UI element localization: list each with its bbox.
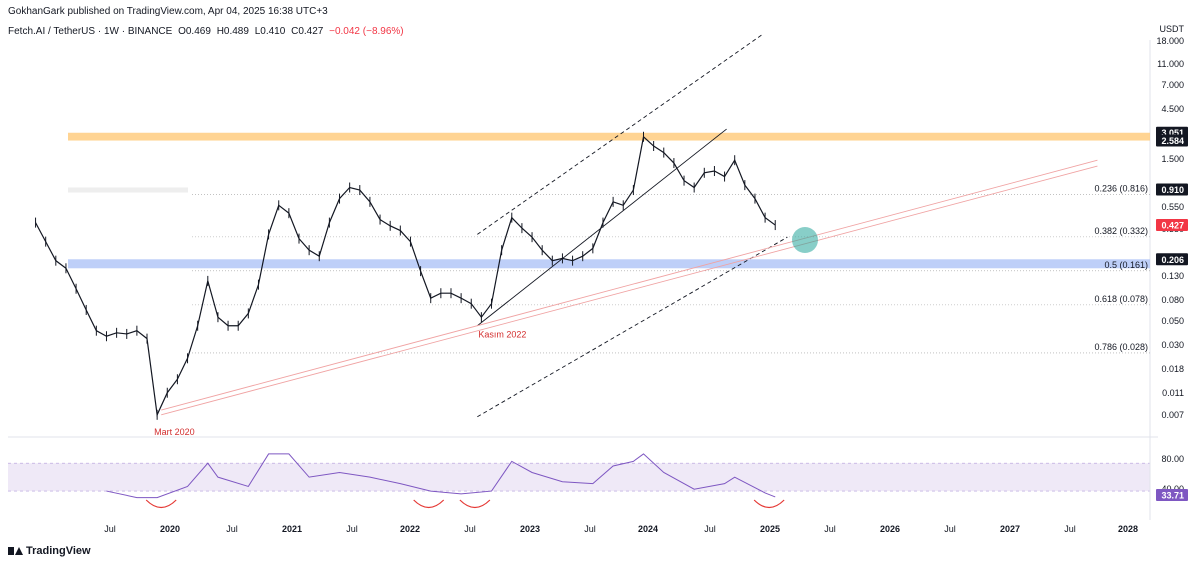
fib-label-4: 0.786 (0.028) [1094, 342, 1148, 352]
x-tick-16: Jul [1064, 524, 1076, 534]
oscillator-band [8, 463, 1150, 492]
x-tick-0: Jul [104, 524, 116, 534]
symbol-info: Fetch.AI / TetherUS · 1W · BINANCE O0.46… [8, 26, 407, 37]
annotation-0: Mart 2020 [154, 427, 195, 437]
price-badge-3: 0.427 [1161, 221, 1184, 231]
fib-label-3: 0.618 (0.078) [1094, 294, 1148, 304]
high-value: H0.489 [216, 26, 249, 37]
x-tick-1: 2020 [160, 524, 180, 534]
zone-1 [68, 259, 1150, 269]
zone-grey [68, 187, 188, 193]
tradingview-brand: TradingView [26, 545, 91, 557]
y-tick-0: 18.000 [1156, 36, 1184, 46]
trendline-solid [477, 128, 727, 327]
close-value: C0.427 [291, 26, 324, 37]
y-tick-3: 4.500 [1161, 104, 1184, 114]
price-badge-1: 2.584 [1161, 136, 1184, 146]
x-tick-3: 2021 [282, 524, 302, 534]
price-badge-2: 0.910 [1161, 185, 1184, 195]
y-tick-1: 11.000 [1157, 59, 1184, 69]
lower-y-tick-0: 80.00 [1161, 454, 1184, 464]
badge-bg-1 [1156, 134, 1188, 147]
x-tick-6: Jul [464, 524, 476, 534]
y-tick-5: 0.550 [1161, 202, 1184, 212]
low-value: L0.410 [254, 26, 286, 37]
oversold-arc-3 [753, 499, 785, 509]
tradingview-footer[interactable]: TradingView [8, 545, 91, 557]
oscillator-line [106, 453, 776, 499]
symbol-name[interactable]: Fetch.AI / TetherUS · 1W · BINANCE [8, 26, 173, 37]
red-trend-2 [161, 159, 1098, 411]
x-tick-5: 2022 [400, 524, 420, 534]
fib-label-2: 0.5 (0.161) [1104, 260, 1148, 270]
target-circle [792, 227, 818, 253]
zone-0 [68, 132, 1150, 141]
oversold-arc-2 [459, 499, 491, 509]
y-tick-12: 0.011 [1162, 388, 1184, 398]
y-tick-11: 0.018 [1161, 364, 1184, 374]
x-tick-15: 2027 [1000, 524, 1020, 534]
x-tick-13: 2026 [880, 524, 900, 534]
lower-current-badge: 33.71 [1161, 491, 1184, 501]
price-badge-0: 3.051 [1161, 128, 1184, 138]
x-tick-8: Jul [584, 524, 596, 534]
badge-bg-4 [1156, 253, 1188, 266]
annotation-1: Kasım 2022 [478, 330, 526, 340]
y-tick-7: 0.130 [1161, 271, 1184, 281]
x-tick-11: 2025 [760, 524, 780, 534]
change-value: −0.042 (−8.96%) [329, 26, 404, 37]
y-tick-13: 0.007 [1161, 410, 1184, 420]
y-tick-2: 7.000 [1161, 80, 1184, 90]
y-tick-10: 0.030 [1161, 340, 1184, 350]
x-tick-7: 2023 [520, 524, 540, 534]
currency-label: USDT [1160, 24, 1185, 34]
oversold-arc-1 [413, 499, 445, 509]
x-tick-12: Jul [824, 524, 836, 534]
fib-label-0: 0.236 (0.816) [1094, 184, 1148, 194]
x-tick-9: 2024 [638, 524, 658, 534]
channel-lower [477, 236, 788, 418]
y-tick-8: 0.080 [1161, 295, 1184, 305]
badge-bg-3 [1156, 219, 1188, 232]
x-tick-10: Jul [704, 524, 716, 534]
red-trend-1 [161, 165, 1098, 416]
y-tick-4: 1.500 [1161, 154, 1184, 164]
price-badge-4: 0.206 [1161, 255, 1184, 265]
publisher-line: GokhanGark published on TradingView.com,… [8, 6, 328, 17]
x-tick-4: Jul [346, 524, 358, 534]
channel-upper [477, 33, 764, 235]
oversold-arc-0 [145, 499, 177, 509]
badge-bg-2 [1156, 183, 1188, 196]
x-tick-14: Jul [944, 524, 956, 534]
x-tick-2: Jul [226, 524, 238, 534]
fib-label-1: 0.382 (0.332) [1094, 226, 1148, 236]
x-tick-17: 2028 [1118, 524, 1138, 534]
y-tick-9: 0.050 [1161, 316, 1184, 326]
tradingview-logo-icon [8, 547, 23, 555]
open-value: O0.469 [178, 26, 211, 37]
price-line [35, 135, 776, 417]
lower-badge-bg [1156, 489, 1188, 501]
